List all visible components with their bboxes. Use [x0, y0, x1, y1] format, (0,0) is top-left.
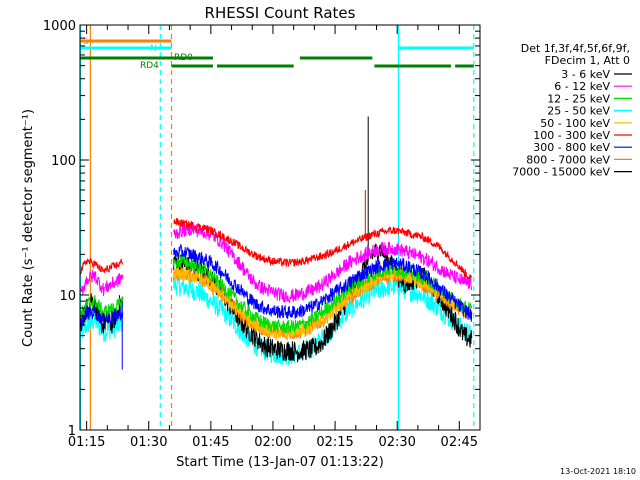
legend-entry-label: 300 - 800 keV [533, 141, 610, 154]
attenuator-label: N [150, 44, 157, 54]
series-line [79, 269, 124, 297]
y-axis: 1 10 100 1000 [43, 19, 480, 439]
legend-entry-label: 3 - 6 keV [561, 68, 610, 81]
x-tick-label: 02:00 [254, 435, 291, 450]
y-tick-label: 1 [68, 424, 76, 439]
footer-date: 13-Oct-2021 18:10 [560, 467, 636, 476]
series-line [79, 258, 124, 275]
x-tick-label: 02:15 [316, 435, 353, 450]
y-axis-label: Count Rate (s⁻¹ detector segment⁻¹) [21, 109, 36, 347]
legend: Det 1f,3f,4f,5f,6f,9f,FDecim 1, Att 03 -… [512, 42, 632, 179]
x-tick-label: 01:30 [130, 435, 167, 450]
series-line [79, 310, 124, 343]
instrument-state-bars: S N RD4 RD0 [80, 37, 474, 71]
plot-frame [79, 24, 481, 431]
x-tick-label: 01:45 [192, 435, 229, 450]
series-line [173, 217, 473, 281]
x-tick-label: 02:45 [441, 435, 478, 450]
y-tick-label: 100 [51, 154, 76, 169]
legend-header: Det 1f,3f,4f,5f,6f,9f, [521, 42, 630, 55]
series-line [79, 305, 124, 330]
legend-header: FDecim 1, Att 0 [545, 54, 630, 67]
series-line [173, 275, 473, 367]
attenuator-label: S [83, 37, 89, 47]
data-series [79, 116, 473, 370]
decimation-label-rd0: RD0 [174, 53, 193, 63]
legend-entry-label: 800 - 7000 keV [526, 153, 610, 166]
x-axis: 01:15 01:30 01:45 02:00 02:15 02:30 02:45 [68, 25, 481, 450]
series-line [173, 267, 473, 340]
legend-entry-label: 25 - 50 keV [547, 105, 610, 118]
legend-entry-label: 12 - 25 keV [547, 92, 610, 105]
y-tick-label: 1000 [43, 19, 76, 34]
decimation-label-rd4: RD4 [140, 61, 159, 71]
series-line [173, 243, 473, 322]
x-tick-label: 02:30 [378, 435, 415, 450]
x-axis-label: Start Time (13-Jan-07 01:13:22) [176, 455, 384, 470]
legend-entry-label: 7000 - 15000 keV [512, 166, 610, 179]
legend-entry-label: 50 - 100 keV [540, 117, 610, 130]
x-tick-label: 01:15 [68, 435, 105, 450]
y-tick-label: 10 [59, 289, 76, 304]
legend-entry-label: 6 - 12 keV [554, 80, 610, 93]
legend-entry-label: 100 - 300 keV [533, 129, 610, 142]
series-line [79, 294, 124, 321]
chart-title: RHESSI Count Rates [205, 4, 356, 22]
